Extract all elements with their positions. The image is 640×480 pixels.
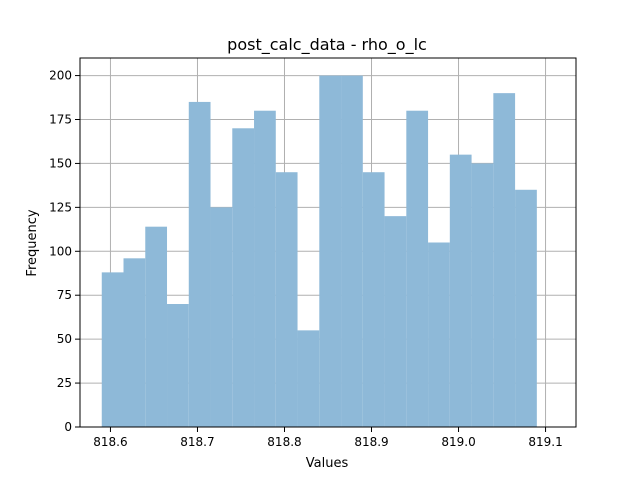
- x-tick-label: 818.8: [267, 435, 301, 449]
- bars: [101, 75, 537, 428]
- x-tick-label: 818.9: [354, 435, 388, 449]
- histogram-bar: [341, 75, 363, 428]
- histogram-bar: [210, 207, 233, 427]
- plot-frame: [79, 57, 577, 428]
- histogram-bar: [493, 93, 516, 428]
- y-tick-label: 25: [57, 376, 72, 390]
- histogram-bar: [145, 226, 168, 427]
- y-axis-label: Frequency: [25, 209, 40, 276]
- histogram-bar: [319, 75, 342, 428]
- histogram-bar: [167, 304, 189, 427]
- histogram-bar: [449, 154, 472, 427]
- x-tick-label: 818.6: [93, 435, 127, 449]
- histogram-bar: [297, 330, 320, 427]
- y-tick-label: 0: [64, 420, 72, 434]
- histogram-bar: [254, 110, 276, 427]
- chart-title: post_calc_data - rho_o_lc: [227, 35, 427, 55]
- y-tick-label: 125: [49, 200, 72, 214]
- histogram-bar: [428, 242, 450, 427]
- y-tick-label: 50: [57, 332, 72, 346]
- histogram-bar: [232, 128, 255, 428]
- histogram-bar: [471, 163, 494, 427]
- x-tick-label: 819.0: [441, 435, 475, 449]
- x-tick-label: 818.7: [180, 435, 214, 449]
- histogram-bar: [362, 172, 385, 427]
- histogram-bar: [515, 189, 537, 427]
- histogram-bar: [275, 172, 298, 427]
- axes: 818.6 818.7 818.8 818.9 819.0 819.1 0 25 50 75 100…: [49, 57, 577, 449]
- x-tick-label: 819.1: [528, 435, 562, 449]
- histogram-bar: [384, 216, 407, 427]
- histogram-bar: [123, 258, 146, 427]
- y-tick-label: 175: [49, 113, 72, 127]
- y-tick-label: 150: [49, 156, 72, 170]
- y-tick-label: 100: [49, 244, 72, 258]
- x-axis-label: Values: [306, 456, 349, 471]
- histogram-bar: [406, 110, 429, 427]
- histogram-bar: [101, 272, 124, 427]
- histogram-bar: [188, 101, 211, 427]
- y-tick-label: 75: [57, 288, 72, 302]
- y-tick-label: 200: [49, 69, 72, 83]
